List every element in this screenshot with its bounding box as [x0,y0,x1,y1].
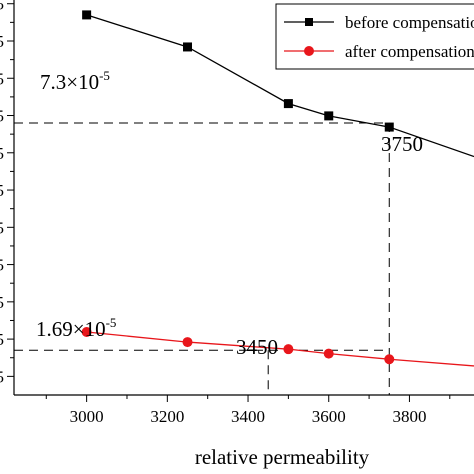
x-tick-label: 3400 [231,407,265,426]
marker-before-point [384,122,394,132]
marker-before-point [82,10,92,20]
marker-after-point [283,344,294,355]
markers [81,10,395,365]
annotation-before-value: 7.3×10-5 [40,68,110,94]
y-tick-label: 5 [0,0,4,14]
legend-label-after: after compensation [345,42,474,61]
y-tick-label: 5 [0,32,4,51]
marker-after-point [384,354,395,365]
marker-after-point [182,337,193,348]
legend-label-before: before compensation [345,13,474,32]
marker-before-point [183,42,193,52]
series-lines [86,14,474,367]
marker-after-point [81,327,92,338]
annotation-3450: 3450 [236,335,278,359]
annotation-after-value: 1.69×10-5 [36,315,116,341]
marker-before-point [324,111,334,121]
y-tick-label: 5 [0,69,4,88]
series-line-0 [86,14,474,158]
marker-before-point [283,99,293,109]
annotation-before-value-base: 7.3×10 [40,70,99,94]
guide-lines [14,122,390,395]
x-tick-label: 3600 [312,407,346,426]
legend: before compensation after compensation [275,3,474,70]
annotation-before-value-exponent: -5 [99,68,110,83]
y-tick-label: 5 [0,107,4,126]
y-tick-label: 5 [0,144,4,163]
ticks: 5 5 5 5 5 5 5 5 5 5 5 3000 3200 3400 3600 3800 [0,0,451,426]
annotation-3750: 3750 [381,132,423,156]
legend-marker-before [305,18,313,26]
x-tick-label: 3200 [150,407,184,426]
y-tick-label: 5 [0,218,4,237]
axes [13,0,474,396]
y-tick-label: 5 [0,293,4,312]
x-axis-title: relative permeability [195,445,370,469]
y-tick-label: 5 [0,256,4,275]
series-line-1 [86,331,474,367]
x-tick-label: 3800 [392,407,426,426]
annotation-after-value-exponent: -5 [106,315,117,330]
annotation-after-value-base: 1.69×10 [36,317,106,341]
legend-marker-after [304,46,314,56]
y-tick-label: 5 [0,181,4,200]
y-tick-label: 5 [0,367,4,386]
y-tick-label: 5 [0,330,4,349]
marker-after-point [323,348,334,359]
legend-box [275,3,474,70]
x-tick-label: 3000 [70,407,104,426]
